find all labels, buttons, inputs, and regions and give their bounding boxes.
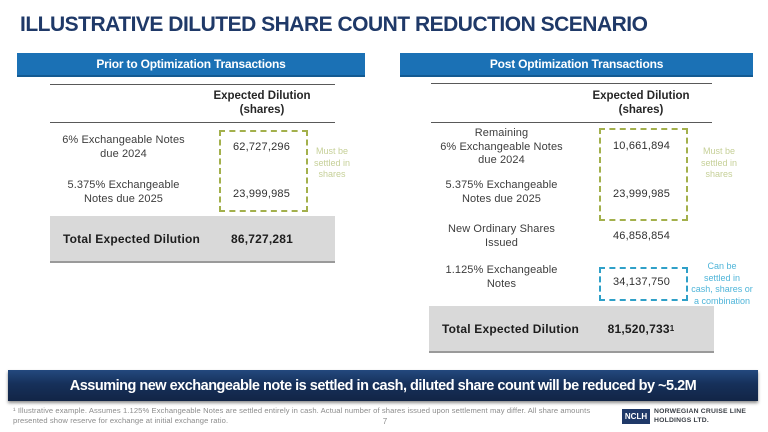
row-value-6pct-notes-2024: 62,727,296 bbox=[232, 141, 291, 153]
row-value-5375pct-notes-2025: 23,999,985 bbox=[232, 188, 291, 200]
nclh-logo: NCLH NORWEGIAN CRUISE LINE HOLDINGS LTD. bbox=[620, 407, 765, 427]
row-label-1125pct-notes: 1.125% Exchangeable Notes bbox=[445, 264, 558, 290]
left-col-header-expected-dilution: Expected Dilution (shares) bbox=[213, 90, 311, 116]
row-value-1125pct-notes: 34,137,750 bbox=[612, 276, 671, 288]
row-label-remaining-6pct-notes-2024: Remaining 6% Exchangeable Notes due 2024 bbox=[440, 127, 563, 166]
right-must-settle-shares-box bbox=[599, 128, 688, 221]
post-optimization-header-bar: Post Optimization Transactions bbox=[400, 53, 753, 77]
right-must-settle-shares-note: Must be settled in shares bbox=[700, 146, 738, 179]
right-total-row: Total Expected Dilution 81,520,733 1 bbox=[429, 306, 714, 353]
cash-settle-note: Can be settled in cash, shares or a comb… bbox=[691, 261, 753, 306]
nclh-logo-badge: NCLH bbox=[622, 409, 650, 424]
slide-title: ILLUSTRATIVE DILUTED SHARE COUNT REDUCTI… bbox=[20, 13, 648, 36]
row-label-right-5375pct-notes-2025: 5.375% Exchangeable Notes due 2025 bbox=[445, 179, 558, 205]
prior-optimization-header-bar: Prior to Optimization Transactions bbox=[17, 53, 365, 77]
row-value-new-ordinary-shares: 46,858,854 bbox=[612, 230, 671, 242]
row-label-6pct-notes-2024: 6% Exchangeable Notes due 2024 bbox=[62, 134, 185, 160]
footnote-text: ¹ Illustrative example. Assumes 1.125% E… bbox=[13, 406, 591, 425]
left-table-top-rule bbox=[50, 84, 335, 85]
right-table-mid-rule bbox=[431, 122, 712, 123]
row-value-right-5375pct-notes-2025: 23,999,985 bbox=[612, 188, 671, 200]
right-table-top-rule bbox=[431, 83, 712, 84]
left-total-label: Total Expected Dilution bbox=[63, 231, 201, 246]
right-total-value-number: 81,520,733 bbox=[607, 321, 670, 336]
must-settle-shares-note: Must be settled in shares bbox=[313, 146, 351, 179]
left-total-row: Total Expected Dilution 86,727,281 bbox=[50, 216, 335, 263]
must-settle-shares-box bbox=[219, 130, 308, 212]
left-table-mid-rule bbox=[50, 122, 335, 123]
nclh-logo-company-name: NORWEGIAN CRUISE LINE HOLDINGS LTD. bbox=[654, 408, 747, 424]
row-label-new-ordinary-shares: New Ordinary Shares Issued bbox=[447, 223, 556, 249]
right-total-value: 81,520,733 1 bbox=[607, 321, 675, 336]
left-total-value: 86,727,281 bbox=[230, 231, 294, 246]
right-col-header-expected-dilution: Expected Dilution (shares) bbox=[592, 90, 690, 116]
row-value-remaining-6pct-notes-2024: 10,661,894 bbox=[612, 140, 671, 152]
row-label-5375pct-notes-2025: 5.375% Exchangeable Notes due 2025 bbox=[67, 179, 180, 205]
takeaway-banner: Assuming new exchangeable note is settle… bbox=[8, 370, 758, 401]
cash-settle-box bbox=[599, 267, 688, 301]
page-number: 7 bbox=[382, 417, 388, 426]
right-total-label: Total Expected Dilution bbox=[442, 321, 580, 336]
